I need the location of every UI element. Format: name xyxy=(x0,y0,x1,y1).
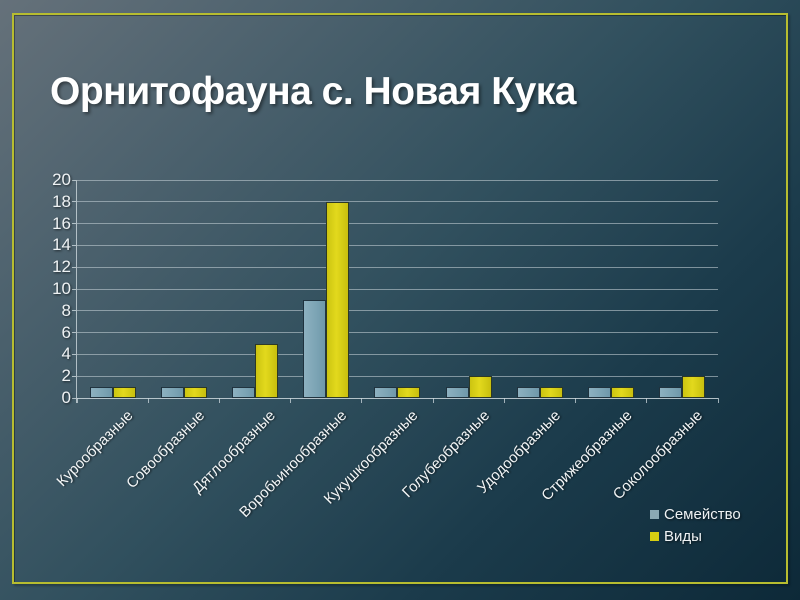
bar-species xyxy=(397,387,421,398)
legend-label: Виды xyxy=(664,528,702,545)
bar-species xyxy=(611,387,635,398)
y-axis-label: 0 xyxy=(61,388,71,407)
x-axis-tick xyxy=(717,398,719,403)
y-axis-tick xyxy=(72,288,76,290)
y-axis-tick xyxy=(72,310,76,312)
x-axis-tick xyxy=(646,398,648,403)
bar-species xyxy=(183,387,207,398)
y-axis-tick xyxy=(72,375,76,377)
bar-species xyxy=(255,343,279,398)
bar-group xyxy=(291,180,362,398)
gridline xyxy=(77,332,718,334)
gridline xyxy=(77,179,718,181)
bar-group xyxy=(576,180,647,398)
y-axis-label: 16 xyxy=(52,213,71,233)
gridline xyxy=(77,397,718,399)
y-axis-line xyxy=(76,180,77,403)
y-axis-tick xyxy=(72,244,76,246)
gridline xyxy=(77,288,718,290)
bar-species xyxy=(539,387,563,398)
legend-swatch-family xyxy=(650,510,659,519)
bar-group xyxy=(433,180,504,398)
bar-species xyxy=(112,387,136,398)
legend-swatch-species xyxy=(650,532,659,541)
y-axis-label: 18 xyxy=(52,191,71,211)
x-axis-tick xyxy=(503,398,505,403)
x-axis-tick xyxy=(432,398,434,403)
legend-item: Виды xyxy=(650,528,741,545)
gridline xyxy=(77,266,718,268)
x-axis-tick xyxy=(147,398,149,403)
bar-family xyxy=(516,387,540,398)
bar-species xyxy=(682,376,706,398)
y-axis-label: 12 xyxy=(52,257,71,277)
bar-species xyxy=(468,376,492,398)
bar-group xyxy=(219,180,290,398)
bar-group xyxy=(504,180,575,398)
bar-family xyxy=(374,387,398,398)
y-axis-tick xyxy=(72,179,76,181)
gridline xyxy=(77,201,718,203)
y-axis-tick xyxy=(72,266,76,268)
bar-group xyxy=(77,180,148,398)
y-axis-label: 14 xyxy=(52,235,71,255)
slide-title: Орнитофауна с. Новая Кука xyxy=(50,70,576,113)
y-axis-tick xyxy=(72,332,76,334)
y-axis-label: 10 xyxy=(52,279,71,298)
y-axis-label: 20 xyxy=(52,170,71,189)
x-axis-tick xyxy=(575,398,577,403)
bar-family xyxy=(659,387,683,398)
gridline xyxy=(77,375,718,377)
bar-family xyxy=(160,387,184,398)
gridline xyxy=(77,310,718,312)
bar-group xyxy=(148,180,219,398)
y-axis-tick xyxy=(72,397,76,399)
y-axis-label: 8 xyxy=(61,300,71,320)
gridline xyxy=(77,244,718,246)
legend-item: Семейство xyxy=(650,506,741,523)
chart-legend: Семейство Виды xyxy=(650,506,741,550)
legend-label: Семейство xyxy=(664,506,741,523)
bar-family xyxy=(232,387,256,398)
gridline xyxy=(77,223,718,225)
bar-group xyxy=(647,180,718,398)
x-axis-tick xyxy=(361,398,363,403)
bar-family xyxy=(445,387,469,398)
gridline xyxy=(77,353,718,355)
y-axis-tick xyxy=(72,223,76,225)
x-axis-tick xyxy=(218,398,220,403)
bar-species xyxy=(326,201,350,398)
x-axis-tick xyxy=(290,398,292,403)
y-axis-label: 6 xyxy=(61,322,71,342)
x-axis-tick xyxy=(76,398,78,403)
plot-area: 0 2 4 6 8 10 12 14 16 18 20 Курообразные Совообразны… xyxy=(52,171,719,521)
y-axis-label: 4 xyxy=(61,344,71,364)
bar-group xyxy=(362,180,433,398)
bar-family xyxy=(89,387,113,398)
bar-family xyxy=(588,387,612,398)
y-axis-label: 2 xyxy=(61,366,71,386)
y-axis-tick xyxy=(72,353,76,355)
y-axis-tick xyxy=(72,201,76,203)
bar-family xyxy=(303,299,327,398)
